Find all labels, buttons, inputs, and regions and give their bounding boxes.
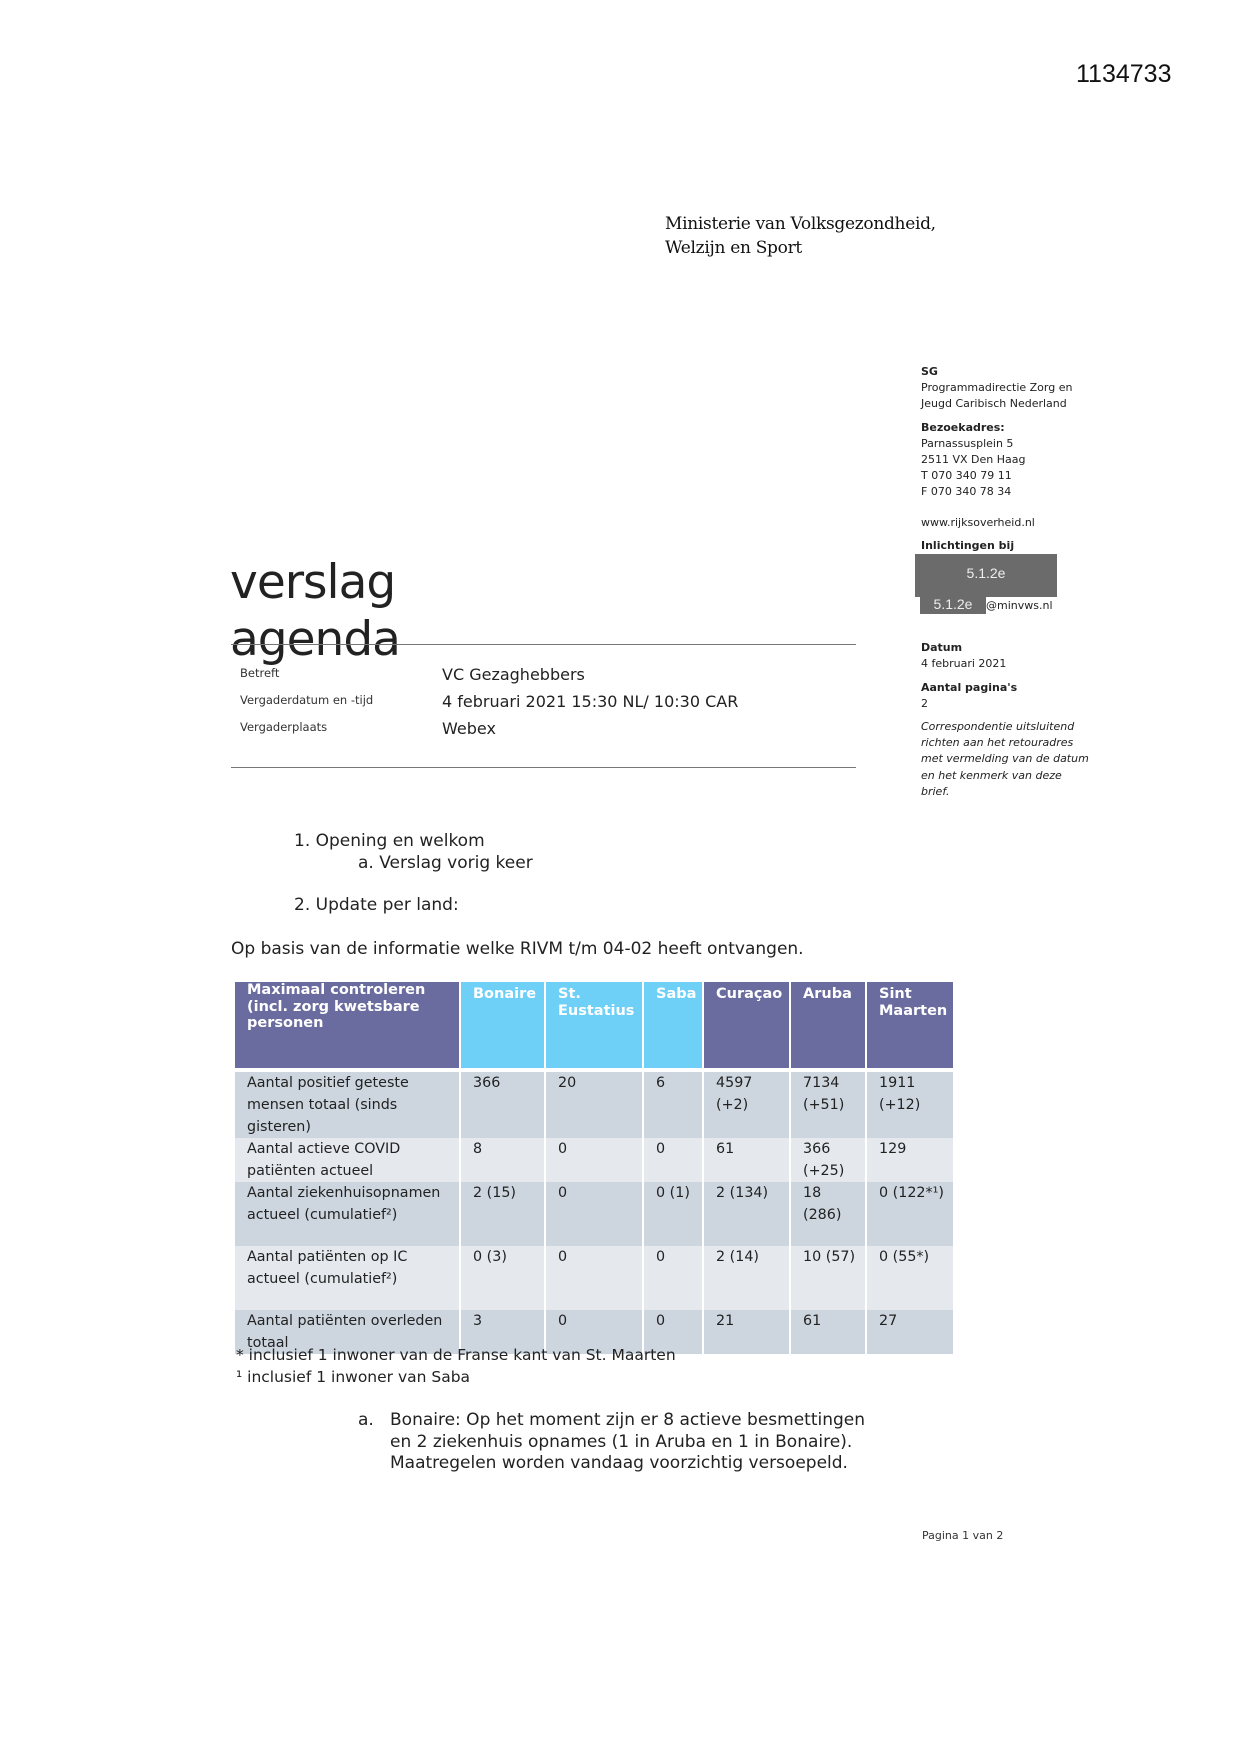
table-header-country: Aruba bbox=[790, 982, 867, 1068]
row-label: Aantal ziekenhuisopnamen actueel (cumula… bbox=[235, 1182, 461, 1246]
date-value: 4 februari 2021 bbox=[921, 657, 1007, 671]
table-cell: 18 (286) bbox=[790, 1182, 867, 1246]
pages-value: 2 bbox=[921, 696, 928, 710]
agenda-item-2: 2. Update per land: bbox=[294, 895, 459, 915]
meta-value: VC Gezaghebbers bbox=[442, 665, 585, 684]
table-cell: 129 bbox=[866, 1138, 955, 1182]
table-header-country: Bonaire bbox=[460, 982, 546, 1068]
row-label: Aantal patiënten overleden totaal bbox=[235, 1310, 461, 1354]
sidebar-colophon: SG Programmadirectie Zorg en Jeugd Carib… bbox=[915, 364, 1151, 800]
note-line: brief. bbox=[921, 784, 950, 798]
ministry-line: Ministerie van Volksgezondheid, bbox=[665, 214, 936, 234]
note-line: met vermelding van de datum bbox=[921, 752, 1089, 766]
table-cell: 2 (14) bbox=[703, 1246, 791, 1310]
table-cell: 0 (55*) bbox=[866, 1246, 955, 1310]
table-cell: 0 (122*¹) bbox=[866, 1182, 955, 1246]
table-cell: 0 bbox=[545, 1310, 644, 1354]
page-number: Pagina 1 van 2 bbox=[922, 1529, 1004, 1542]
redaction-box: 5.1.2e bbox=[920, 596, 986, 615]
table-cell: 61 bbox=[790, 1310, 867, 1354]
unit-line: Programmadirectie Zorg en bbox=[921, 381, 1073, 395]
meta-label: Vergaderdatum en -tijd bbox=[240, 693, 374, 707]
table-cell: 6 bbox=[643, 1072, 704, 1138]
table-cell: 2 (134) bbox=[703, 1182, 791, 1246]
address-line: T 070 340 79 11 bbox=[921, 469, 1012, 483]
meta-value: 4 februari 2021 15:30 NL/ 10:30 CAR bbox=[442, 692, 739, 711]
table-cell: 61 bbox=[703, 1138, 791, 1182]
table-cell: 0 (3) bbox=[460, 1246, 546, 1310]
intro-text: Op basis van de informatie welke RIVM t/… bbox=[231, 939, 804, 959]
table-cell: 4597 (+2) bbox=[703, 1072, 791, 1138]
agenda-item-1: 1. Opening en welkom bbox=[294, 831, 485, 851]
table-cell: 10 (57) bbox=[790, 1246, 867, 1310]
agenda-item-1a: a. Verslag vorig keer bbox=[358, 853, 533, 873]
table-cell: 0 bbox=[643, 1246, 704, 1310]
table-row: Aantal actieve COVID patiënten actueel 8 0… bbox=[235, 1138, 955, 1182]
table-cell: 3 bbox=[460, 1310, 546, 1354]
table-row: Aantal patiënten op IC actueel (cumulati… bbox=[235, 1246, 955, 1310]
bonaire-line: Maatregelen worden vandaag voorzichtig v… bbox=[390, 1453, 848, 1473]
address-line: 2511 VX Den Haag bbox=[921, 453, 1026, 467]
table-header-label: Maximaal controleren (incl. zorg kwetsba… bbox=[235, 982, 461, 1068]
meta-value: Webex bbox=[442, 719, 496, 738]
pages-label: Aantal pagina's bbox=[921, 680, 1018, 694]
table-cell: 0 bbox=[643, 1310, 704, 1354]
address-line: F 070 340 78 34 bbox=[921, 485, 1012, 499]
doc-title-agenda: agenda bbox=[230, 612, 401, 667]
document-id: 1134733 bbox=[1076, 60, 1172, 88]
table-header-country: St. Eustatius bbox=[545, 982, 644, 1068]
footnote: ¹ inclusief 1 inwoner van Saba bbox=[236, 1368, 471, 1386]
table-cell: 0 bbox=[545, 1138, 644, 1182]
table-row: Aantal positief geteste mensen totaal (s… bbox=[235, 1072, 955, 1138]
table-cell: 0 (1) bbox=[643, 1182, 704, 1246]
table-row: Aantal ziekenhuisopnamen actueel (cumula… bbox=[235, 1182, 955, 1246]
info-label: Inlichtingen bij bbox=[921, 538, 1015, 552]
country-table: Maximaal controleren (incl. zorg kwetsba… bbox=[235, 982, 955, 1354]
table-cell: 2 (15) bbox=[460, 1182, 546, 1246]
note-line: Correspondentie uitsluitend bbox=[921, 720, 1075, 734]
unit-title: SG bbox=[921, 365, 938, 378]
table-cell: 366 bbox=[460, 1072, 546, 1138]
bonaire-marker: a. bbox=[358, 1410, 374, 1430]
bonaire-paragraph: Bonaire: Op het moment zijn er 8 actieve… bbox=[390, 1410, 865, 1475]
table-row: Aantal patiënten overleden totaal 3 0 0 21 61… bbox=[235, 1310, 955, 1354]
table-cell: 20 bbox=[545, 1072, 644, 1138]
row-label: Aantal positief geteste mensen totaal (s… bbox=[235, 1072, 461, 1138]
date-label: Datum bbox=[921, 641, 963, 655]
unit-line: Jeugd Caribisch Nederland bbox=[921, 397, 1067, 411]
divider bbox=[231, 767, 856, 768]
table-cell: 0 bbox=[643, 1138, 704, 1182]
ministry-line: Welzijn en Sport bbox=[665, 238, 802, 258]
bonaire-line: en 2 ziekenhuis opnames (1 in Aruba en 1… bbox=[390, 1431, 853, 1452]
footnote: * inclusief 1 inwoner van de Franse kant… bbox=[236, 1346, 676, 1364]
meta-label: Vergaderplaats bbox=[240, 720, 328, 734]
address-line: Parnassusplein 5 bbox=[921, 436, 1014, 450]
bonaire-line: Bonaire: Op het moment zijn er 8 actieve… bbox=[390, 1410, 866, 1430]
address-label: Bezoekadres: bbox=[921, 420, 1005, 434]
table-header-country: Sint Maarten bbox=[866, 982, 955, 1068]
table-cell: 27 bbox=[866, 1310, 955, 1354]
table-cell: 366 (+25) bbox=[790, 1138, 867, 1182]
ministry-logo-text: Ministerie van Volksgezondheid, Welzijn … bbox=[665, 212, 936, 260]
row-label: Aantal patiënten op IC actueel (cumulati… bbox=[235, 1246, 461, 1310]
row-label: Aantal actieve COVID patiënten actueel bbox=[235, 1138, 461, 1182]
table-cell: 0 bbox=[545, 1182, 644, 1246]
website-link[interactable]: www.rijksoverheid.nl bbox=[921, 515, 1035, 529]
table-cell: 7134 (+51) bbox=[790, 1072, 867, 1138]
email-suffix: @minvws.nl bbox=[986, 599, 1053, 613]
table-header-country: Saba bbox=[643, 982, 704, 1068]
table-header-row: Maximaal controleren (incl. zorg kwetsba… bbox=[235, 982, 955, 1068]
table-cell: 0 bbox=[545, 1246, 644, 1310]
meta-label: Betreft bbox=[240, 666, 280, 680]
note-line: en het kenmerk van deze bbox=[921, 768, 1062, 782]
table-cell: 21 bbox=[703, 1310, 791, 1354]
divider bbox=[231, 644, 856, 645]
doc-title-verslag: verslag bbox=[230, 555, 396, 610]
redaction-box: 5.1.2e bbox=[915, 554, 1057, 598]
table-header-country: Curaçao bbox=[703, 982, 791, 1068]
table-cell: 1911 (+12) bbox=[866, 1072, 955, 1138]
note-line: richten aan het retouradres bbox=[921, 736, 1074, 750]
table-cell: 8 bbox=[460, 1138, 546, 1182]
